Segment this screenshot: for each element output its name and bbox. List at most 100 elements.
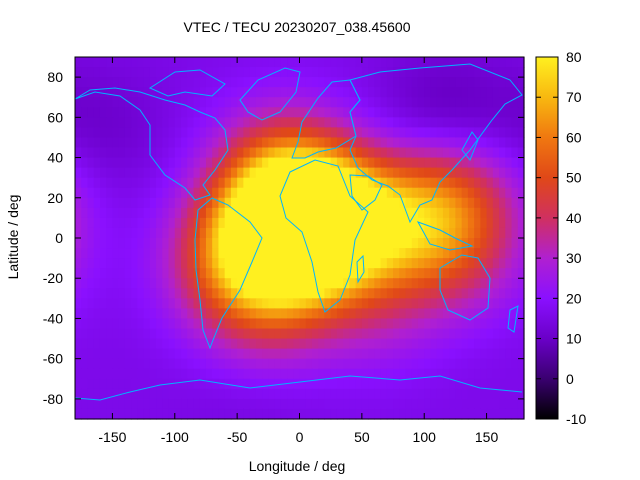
heatmap-cell (168, 187, 176, 199)
heatmap-cell (305, 117, 313, 128)
heatmap-cell (405, 258, 413, 269)
heatmap-cell (393, 338, 400, 350)
heatmap-cell (305, 258, 313, 269)
heatmap-cell (430, 338, 438, 350)
heatmap-cell (255, 107, 263, 118)
heatmap-cell (517, 117, 525, 128)
heatmap-cell (293, 278, 301, 289)
heatmap-cell (474, 137, 481, 149)
heatmap-cell (218, 308, 226, 320)
heatmap-cell (81, 288, 89, 299)
heatmap-cell (118, 157, 126, 169)
heatmap-cell (355, 378, 363, 390)
heatmap-cell (299, 137, 307, 149)
heatmap-cell (467, 388, 475, 400)
heatmap-cell (181, 368, 188, 380)
heatmap-cell (299, 388, 307, 400)
heatmap-cell (455, 117, 463, 128)
heatmap-cell (511, 137, 519, 149)
heatmap-cell (143, 127, 151, 139)
heatmap-cell (112, 207, 120, 219)
heatmap-cell (87, 187, 95, 199)
heatmap-cell (417, 67, 425, 78)
heatmap-cell (305, 177, 313, 189)
heatmap-cell (162, 117, 170, 128)
heatmap-cell (112, 288, 120, 299)
heatmap-cell (230, 67, 238, 78)
heatmap-cell (287, 308, 294, 320)
heatmap-cell (124, 328, 132, 340)
heatmap-cell (430, 197, 438, 209)
heatmap-cell (274, 97, 282, 108)
heatmap-cell (287, 268, 294, 279)
heatmap-cell (461, 87, 469, 98)
heatmap-cell (212, 398, 220, 410)
heatmap-cell (455, 288, 463, 299)
heatmap-cell (499, 408, 506, 420)
heatmap-cell (405, 268, 413, 279)
heatmap-cell (255, 127, 263, 139)
heatmap-cell (480, 167, 488, 179)
heatmap-cell (299, 127, 307, 139)
heatmap-cell (193, 318, 201, 330)
heatmap-cell (405, 238, 413, 249)
heatmap-cell (455, 378, 463, 390)
heatmap-cell (137, 308, 145, 320)
heatmap-cell (268, 157, 276, 169)
heatmap-cell (480, 157, 488, 169)
heatmap-cell (411, 368, 419, 380)
heatmap-cell (124, 268, 132, 279)
heatmap-cell (417, 117, 425, 128)
heatmap-cell (237, 77, 244, 88)
heatmap-cell (461, 358, 469, 370)
heatmap-cell (405, 187, 413, 199)
heatmap-cell (249, 378, 257, 390)
heatmap-cell (417, 338, 425, 350)
heatmap-cell (124, 288, 132, 299)
heatmap-cell (187, 238, 195, 249)
heatmap-cell (199, 67, 207, 78)
heatmap-cell (393, 248, 400, 259)
heatmap-cell (417, 278, 425, 289)
heatmap-cell (467, 358, 475, 370)
heatmap-cell (237, 368, 244, 380)
heatmap-cell (374, 328, 382, 340)
heatmap-cell (405, 107, 413, 118)
heatmap-cell (393, 358, 400, 370)
heatmap-cell (486, 408, 494, 420)
heatmap-cell (218, 348, 226, 360)
heatmap-cell (268, 308, 276, 320)
heatmap-cell (174, 288, 182, 299)
heatmap-cell (205, 368, 213, 380)
heatmap-cell (499, 368, 506, 380)
heatmap-cell (299, 338, 307, 350)
heatmap-cell (336, 368, 344, 380)
heatmap-cell (517, 157, 525, 169)
y-tick-label: -40 (43, 310, 63, 326)
heatmap-cell (474, 207, 481, 219)
heatmap-cell (324, 378, 332, 390)
heatmap-cell (106, 67, 114, 78)
heatmap-cell (417, 227, 425, 239)
heatmap-cell (181, 278, 188, 289)
heatmap-cell (330, 288, 338, 299)
heatmap-cell (455, 248, 463, 259)
heatmap-cell (386, 117, 394, 128)
heatmap-cell (330, 368, 338, 380)
heatmap-cell (193, 77, 201, 88)
heatmap-cell (399, 127, 407, 139)
heatmap-cell (87, 87, 95, 98)
heatmap-cell (442, 77, 450, 88)
heatmap-cell (380, 328, 388, 340)
heatmap-cell (249, 348, 257, 360)
heatmap-cell (224, 368, 232, 380)
heatmap-cell (511, 87, 519, 98)
heatmap-cell (162, 197, 170, 209)
heatmap-cell (480, 258, 488, 269)
heatmap-cell (205, 217, 213, 229)
heatmap-cell (474, 338, 481, 350)
heatmap-cell (181, 67, 188, 78)
heatmap-cell (324, 77, 332, 88)
heatmap-cell (131, 248, 138, 259)
heatmap-cell (349, 207, 357, 219)
